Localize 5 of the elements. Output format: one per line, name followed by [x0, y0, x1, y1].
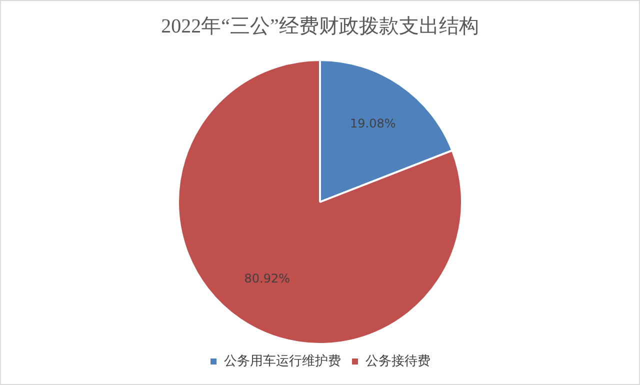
data-label: 80.92% [244, 272, 290, 286]
chart-title: 2022年“三公”经费财政拨款支出结构 [161, 15, 479, 38]
legend-label: 公务接待费 [366, 354, 430, 369]
legend-label: 公务用车运行维护费 [224, 354, 341, 369]
data-label: 19.08% [350, 116, 396, 131]
